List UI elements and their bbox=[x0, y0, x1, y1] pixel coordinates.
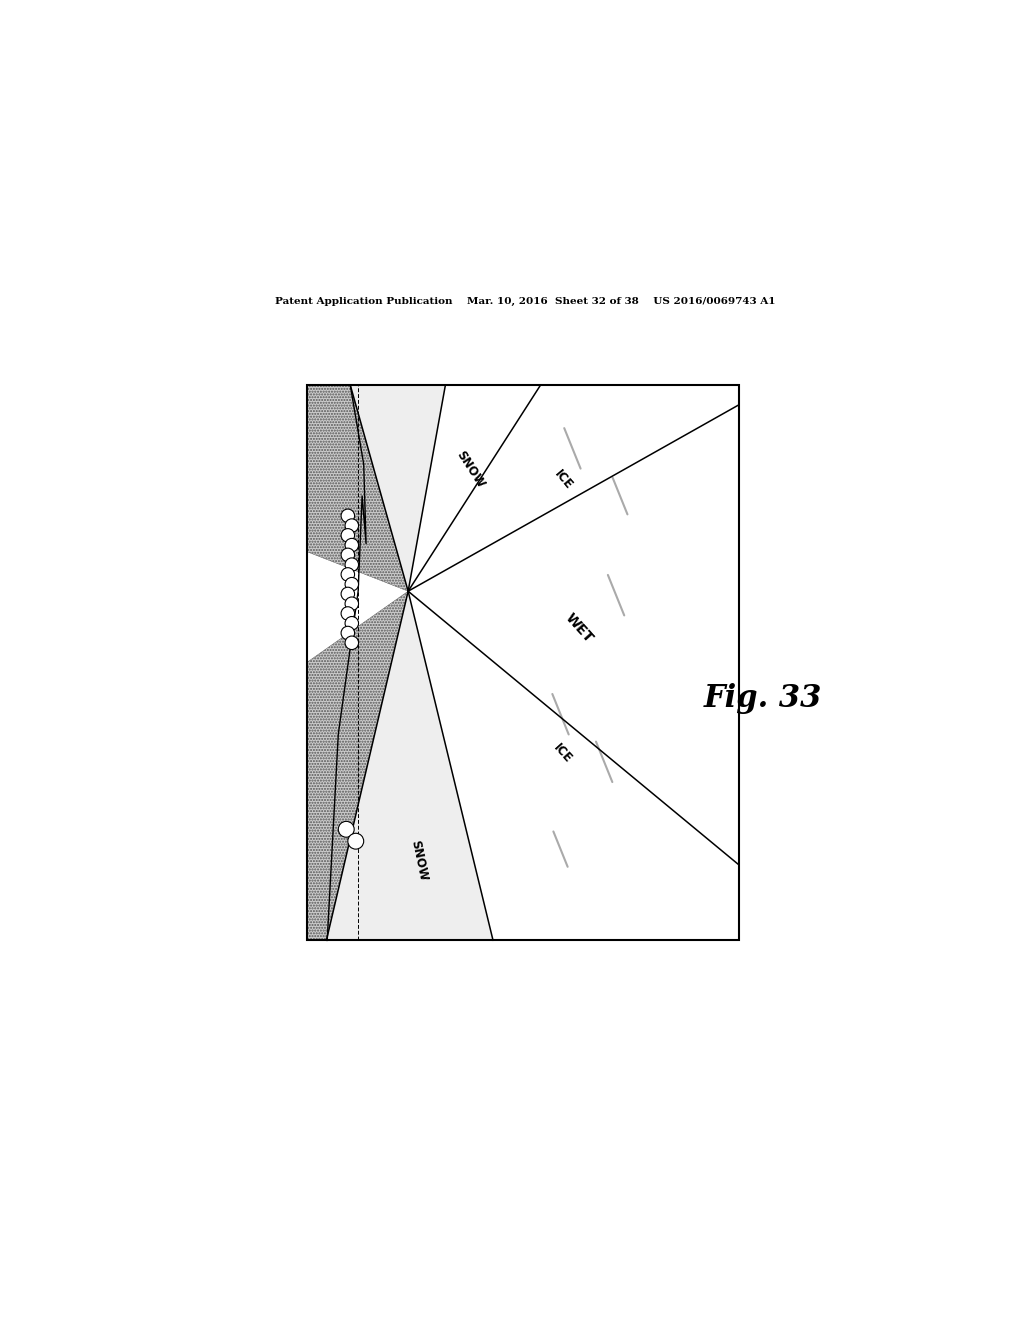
Circle shape bbox=[341, 510, 354, 523]
Circle shape bbox=[345, 539, 358, 552]
Text: SNOW: SNOW bbox=[409, 840, 430, 883]
Circle shape bbox=[341, 626, 354, 640]
Circle shape bbox=[345, 558, 358, 572]
Bar bbox=[306, 385, 739, 940]
Circle shape bbox=[341, 587, 354, 601]
Polygon shape bbox=[327, 591, 494, 940]
Text: WET: WET bbox=[562, 611, 596, 645]
Circle shape bbox=[341, 528, 354, 543]
Circle shape bbox=[345, 636, 358, 649]
Circle shape bbox=[338, 821, 354, 837]
Text: Fig. 33: Fig. 33 bbox=[703, 682, 822, 714]
Polygon shape bbox=[306, 385, 409, 591]
Text: Patent Application Publication    Mar. 10, 2016  Sheet 32 of 38    US 2016/00697: Patent Application Publication Mar. 10, … bbox=[274, 297, 775, 306]
Circle shape bbox=[341, 607, 354, 620]
Polygon shape bbox=[306, 591, 409, 940]
Bar bbox=[306, 385, 739, 940]
Polygon shape bbox=[350, 385, 445, 591]
Text: SNOW: SNOW bbox=[454, 449, 487, 491]
Circle shape bbox=[345, 519, 358, 532]
Circle shape bbox=[348, 833, 364, 849]
Circle shape bbox=[345, 597, 358, 610]
Text: ICE: ICE bbox=[551, 467, 574, 492]
Circle shape bbox=[341, 548, 354, 561]
Text: ICE: ICE bbox=[551, 742, 574, 766]
Circle shape bbox=[345, 616, 358, 630]
Circle shape bbox=[341, 568, 354, 581]
Polygon shape bbox=[409, 385, 739, 940]
Circle shape bbox=[345, 577, 358, 591]
